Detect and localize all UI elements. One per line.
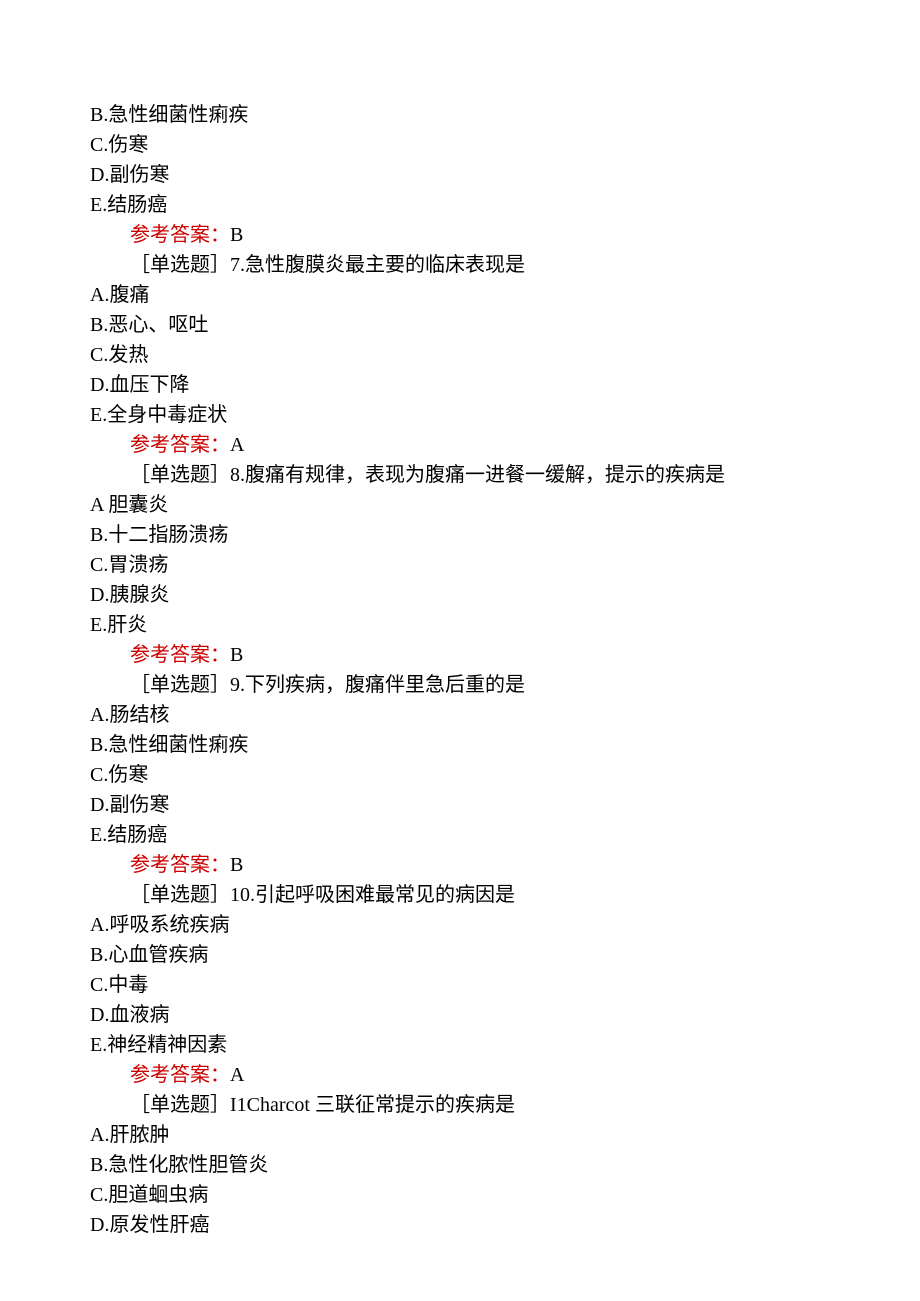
q11-option-b: B.急性化脓性胆管炎	[90, 1150, 830, 1180]
q6-answer-line: 参考答案：B	[90, 220, 830, 250]
q7-prompt: ［单选题］7.急性腹膜炎最主要的临床表现是	[130, 250, 830, 280]
q6-answer-value: B	[230, 224, 243, 246]
q10-option-c: C.中毒	[90, 970, 830, 1000]
q8-option-a: A 胆囊炎	[90, 490, 830, 520]
q9-option-b: B.急性细菌性痢疾	[90, 730, 830, 760]
q8-prompt: ［单选题］8.腹痛有规律，表现为腹痛一进餐一缓解，提示的疾病是	[130, 460, 830, 490]
q9-answer-value: B	[230, 854, 243, 876]
q7-answer-value: A	[230, 434, 244, 456]
q7-option-a: A.腹痛	[90, 280, 830, 310]
q9-answer-line: 参考答案：B	[90, 850, 830, 880]
q6-option-e: E.结肠癌	[90, 190, 830, 220]
q9-option-c: C.伤寒	[90, 760, 830, 790]
q7-option-b: B.恶心、呕吐	[90, 310, 830, 340]
q10-prompt: ［单选题］10.引起呼吸困难最常见的病因是	[130, 880, 830, 910]
q10-option-b: B.心血管疾病	[90, 940, 830, 970]
q7-option-c: C.发热	[90, 340, 830, 370]
q8-option-e: E.肝炎	[90, 610, 830, 640]
q9-option-e: E.结肠癌	[90, 820, 830, 850]
q6-option-b: B.急性细菌性痢疾	[90, 100, 830, 130]
q8-option-c: C.胃溃疡	[90, 550, 830, 580]
q7-option-e: E.全身中毒症状	[90, 400, 830, 430]
q11-prompt: ［单选题］I1Charcot 三联征常提示的疾病是	[130, 1090, 830, 1120]
q9-answer-label: 参考答案：	[130, 854, 230, 876]
q7-option-d: D.血压下降	[90, 370, 830, 400]
q11-option-a: A.肝脓肿	[90, 1120, 830, 1150]
q10-answer-label: 参考答案：	[130, 1064, 230, 1086]
q9-option-d: D.副伤寒	[90, 790, 830, 820]
q7-answer-line: 参考答案：A	[90, 430, 830, 460]
q9-prompt: ［单选题］9.下列疾病，腹痛伴里急后重的是	[130, 670, 830, 700]
q11-option-d: D.原发性肝癌	[90, 1210, 830, 1240]
q7-answer-label: 参考答案：	[130, 434, 230, 456]
q8-answer-line: 参考答案：B	[90, 640, 830, 670]
q10-option-e: E.神经精神因素	[90, 1030, 830, 1060]
q8-option-d: D.胰腺炎	[90, 580, 830, 610]
q11-option-c: C.胆道蛔虫病	[90, 1180, 830, 1210]
q6-answer-label: 参考答案：	[130, 224, 230, 246]
q6-option-d: D.副伤寒	[90, 160, 830, 190]
q8-option-b: B.十二指肠溃疡	[90, 520, 830, 550]
q10-answer-line: 参考答案：A	[90, 1060, 830, 1090]
q9-option-a: A.肠结核	[90, 700, 830, 730]
q10-option-a: A.呼吸系统疾病	[90, 910, 830, 940]
q10-answer-value: A	[230, 1064, 244, 1086]
q6-option-c: C.伤寒	[90, 130, 830, 160]
q8-answer-value: B	[230, 644, 243, 666]
q8-answer-label: 参考答案：	[130, 644, 230, 666]
q10-option-d: D.血液病	[90, 1000, 830, 1030]
